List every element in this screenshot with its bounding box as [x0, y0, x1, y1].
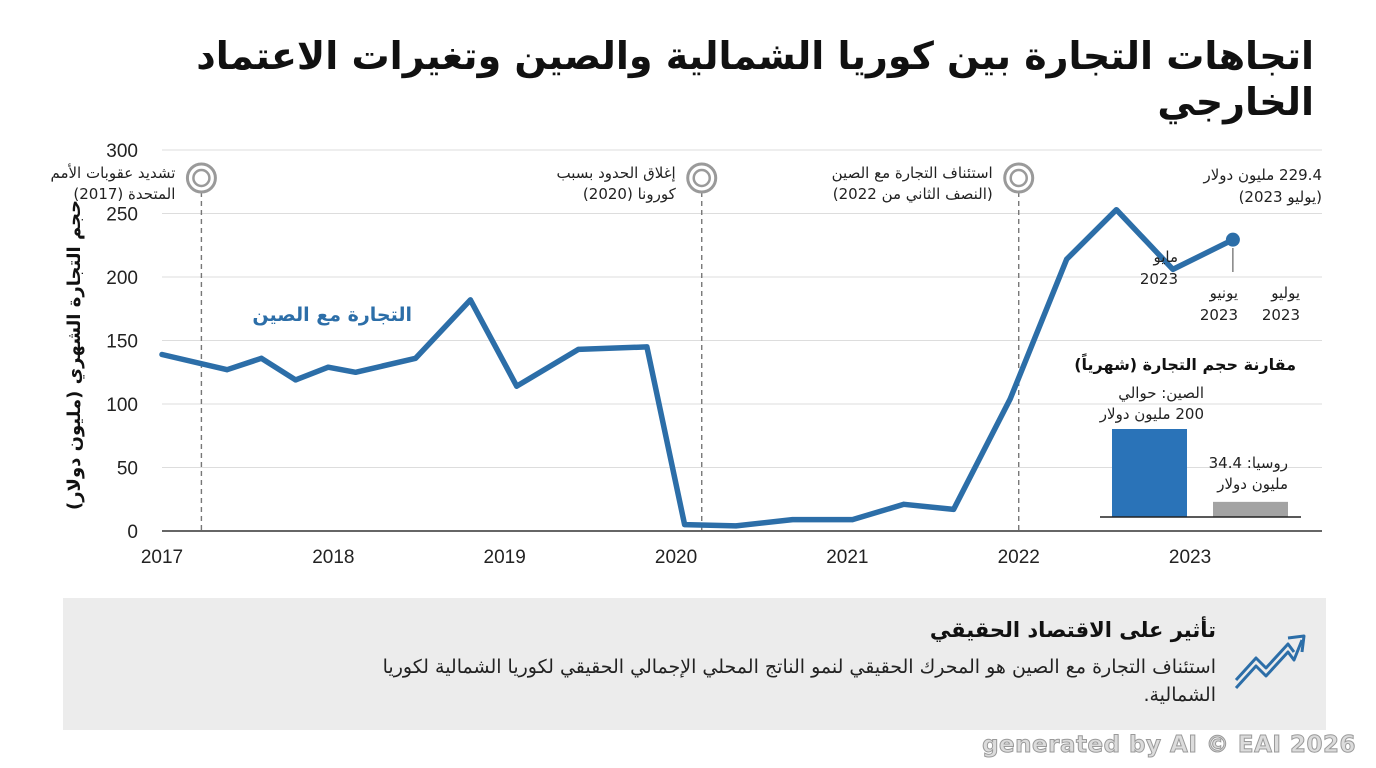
event-annotation: إغلاق الحدود بسبب كورونا (2020) — [557, 164, 677, 203]
inset-bar-label: روسيا: 34.4 مليون دولار — [1209, 454, 1288, 493]
inset-bar — [1213, 501, 1288, 517]
data-point — [733, 523, 739, 529]
y-tick-label: 100 — [106, 395, 138, 416]
event-annotation: تشديد عقوبات الأمم المتحدة (2017) — [50, 163, 175, 203]
data-point — [644, 344, 650, 350]
y-tick-label: 300 — [106, 141, 138, 162]
data-point — [575, 346, 581, 352]
impact-title: تأثير على الاقتصاد الحقيقي — [929, 618, 1216, 642]
data-point — [224, 367, 230, 373]
data-point — [159, 351, 165, 357]
y-tick-label: 250 — [106, 205, 138, 226]
watermark: generated by AI © EAI 2026 — [982, 732, 1356, 759]
x-tick-label: 2018 — [312, 547, 354, 568]
x-tick-label: 2019 — [484, 547, 526, 568]
series-label: التجارة مع الصين — [252, 304, 412, 326]
impact-panel: تأثير على الاقتصاد الحقيقي استئناف التجا… — [63, 598, 1326, 730]
data-point — [258, 355, 264, 361]
impact-body: استئناف التجارة مع الصين هو المحرك الحقي… — [382, 656, 1216, 706]
data-point — [1113, 207, 1119, 213]
data-point — [1007, 396, 1013, 402]
data-point — [790, 517, 796, 523]
data-point — [901, 501, 907, 507]
inset-bar — [1112, 429, 1187, 517]
data-point — [325, 364, 331, 370]
x-tick-label: 2017 — [141, 547, 183, 568]
event-marker-inner — [1009, 168, 1028, 188]
y-tick-label: 200 — [106, 268, 138, 289]
point-annotation: 229.4 مليون دولار (يوليو 2023) — [1202, 166, 1322, 206]
point-annotation: مايو 2023 — [1140, 248, 1178, 288]
chart-title: اتجاهات التجارة بين كوريا الشمالية والصي… — [196, 34, 1314, 124]
data-point — [850, 517, 856, 523]
trend-up-icon — [1234, 634, 1306, 690]
y-axis-label: حجم التجارة الشهري (مليون دولار) — [64, 200, 85, 510]
x-tick-label: 2020 — [655, 547, 697, 568]
point-annotation: يوليو 2023 — [1262, 284, 1300, 324]
data-point — [1064, 256, 1070, 262]
latest-point-marker — [1225, 232, 1240, 247]
event-marker-inner — [692, 168, 711, 188]
x-tick-label: 2023 — [1169, 547, 1211, 568]
data-point — [293, 377, 299, 383]
data-point — [514, 383, 520, 389]
data-point — [951, 506, 957, 512]
inset-title: مقارنة حجم التجارة (شهرياً) — [1074, 352, 1296, 374]
data-point — [682, 522, 688, 528]
data-point — [353, 369, 359, 375]
trade-line-chart: تشديد عقوبات الأمم المتحدة (2017) إغلاق ال… — [50, 141, 1322, 568]
data-point — [1170, 266, 1176, 272]
event-annotation: استئناف التجارة مع الصين (النصف الثاني من… — [832, 164, 993, 204]
data-point — [467, 297, 473, 303]
x-tick-label: 2021 — [826, 547, 868, 568]
point-annotation: يونيو 2023 — [1200, 284, 1238, 324]
data-point — [413, 355, 419, 361]
comparison-inset: مقارنة حجم التجارة (شهرياً) الصين: حوالي… — [1074, 352, 1301, 518]
series-line-china-trade — [159, 206, 1236, 529]
y-tick-label: 50 — [117, 459, 138, 480]
y-tick-label: 0 — [127, 522, 138, 543]
event-marker-inner — [192, 168, 211, 188]
y-tick-label: 150 — [106, 332, 138, 353]
inset-bar-label: الصين: حوالي 200 مليون دولار — [1099, 384, 1204, 423]
x-tick-label: 2022 — [998, 547, 1040, 568]
